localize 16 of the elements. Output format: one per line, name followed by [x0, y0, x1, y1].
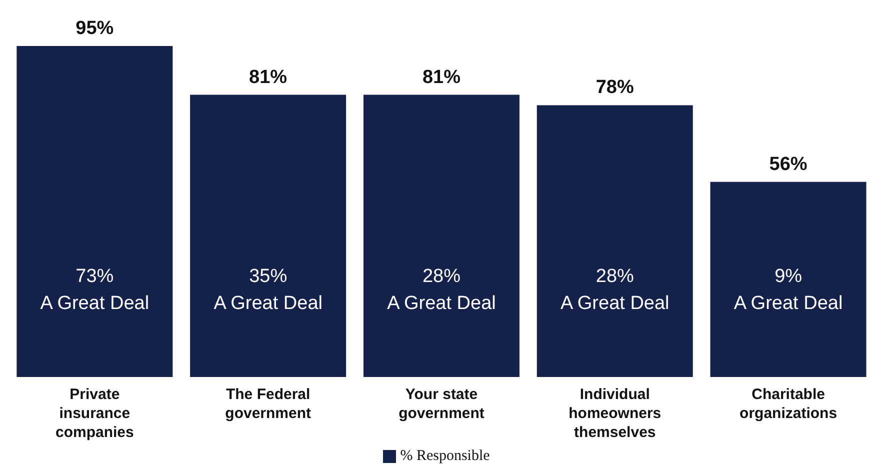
data-label: 95% [76, 18, 114, 39]
data-label: 78% [596, 77, 634, 98]
annotation: 35% A Great Deal [214, 266, 322, 314]
legend-label: % Responsible [400, 448, 490, 464]
x-tick-label: The Federal government [225, 386, 312, 422]
x-tick-label: Your state government [398, 386, 484, 422]
data-label: 81% [422, 66, 461, 88]
annotation: 73% A Great Deal [40, 266, 150, 314]
data-label: 81% [249, 66, 288, 88]
x-tick-label: Charitable organizations [740, 386, 838, 422]
x-tick-label: Individual homeowners themselves [568, 386, 662, 441]
x-tick-label: Private insurance companies [56, 386, 134, 441]
annotation: 28% A Great Deal [387, 266, 496, 314]
annotation: 28% A Great Deal [560, 266, 670, 314]
annotation: 9% A Great Deal [734, 266, 843, 314]
data-label: 56% [769, 154, 808, 175]
